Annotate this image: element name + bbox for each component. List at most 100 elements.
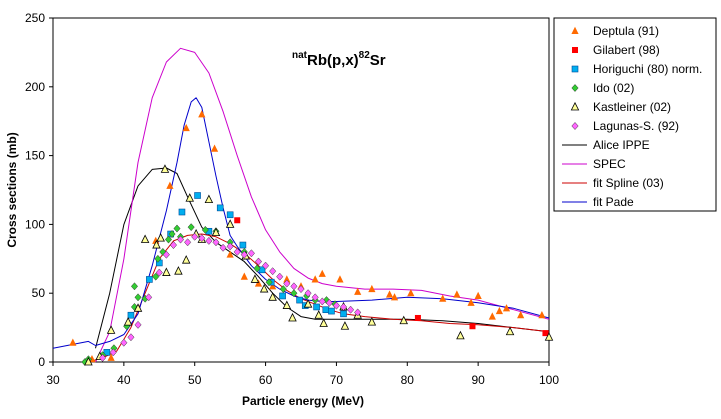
legend-entry: fit Pade [562,195,634,209]
legend-label: Alice IPPE [593,138,650,152]
deptula-91-point [283,275,291,283]
kastleiner-02-point [367,317,377,326]
lagunas-s-92-point [269,267,277,276]
lagunas-s-92-point [177,235,185,244]
kastleiner-02-point [156,233,165,242]
deptula-91-point [152,236,160,244]
kastleiner-02-point [106,325,116,334]
x-tick-label: 50 [188,373,202,387]
deptula-91-point [254,279,263,287]
deptula-91-point [198,110,206,118]
legend-entry: Kastleiner (02) [570,100,671,114]
lagunas-s-92-point [247,249,255,258]
deptula-91-point [474,291,482,299]
kastleiner-02-point [314,310,323,319]
lagunas-s-92-point [212,238,220,247]
ido-02-point [173,224,181,233]
kastleiner-02-point [399,315,408,325]
horiguchi-80-norm-point [313,303,320,311]
gilabert-98-point [414,314,421,321]
deptula-91-point [407,289,415,297]
lagunas-s-92-point [226,242,234,251]
gilabert-98-point [542,330,549,337]
legend-entry: Deptula (91) [571,24,659,38]
lagunas-s-92-point [233,247,241,256]
fit-pade-line [52,97,550,349]
kastleiner-02-point [140,234,150,243]
kastleiner-02-point [544,332,554,341]
title-suffix: Sr [370,52,386,69]
horiguchi-80-norm-point [322,306,330,314]
deptula-91-point [439,294,447,302]
horiguchi-80-norm-point [328,307,335,315]
ido-02-point [168,230,176,239]
deptula-91-point [495,306,503,315]
x-axis-tick-labels: 30 40 50 60 70 80 90 100 [46,373,559,387]
kastleiner-02-point [505,326,515,336]
legend-entry: Horiguchi (80) norm. [571,62,702,76]
lagunas-s-92-point [283,279,291,288]
horiguchi-80-norm-point [194,192,201,199]
lagunas-s-92-point [325,298,333,307]
x-axis-ticks [52,362,550,366]
title-superscript: 82 [359,50,371,61]
ido-02-point [279,285,287,294]
kastleiner-02-point [259,283,269,293]
deptula-91-point [467,298,475,306]
ido-02-point [201,225,209,234]
deptula-91-point [390,293,399,301]
horiguchi-80-norm-point [340,310,347,318]
lagunas-s-92-point [120,338,128,347]
deptula-91-point [210,144,219,152]
lagunas-s-92-point [169,241,177,250]
deptula-91-point [107,353,115,361]
lagunas-s-92-point [262,261,270,270]
legend-label: Gilabert (98) [593,43,660,57]
legend-entry: Lagunas-S. (92) [571,119,679,133]
kastleiner-02-point [123,317,133,326]
y-tick-label: 250 [25,11,45,25]
lagunas-s-92-point [311,293,319,302]
kastleiner-02-point [250,274,260,283]
kastleiner-02-point [160,164,170,173]
kastleiner-02-point [181,255,191,264]
legend-entry: Alice IPPE [562,138,650,152]
deptula-91-point [354,287,362,295]
spec-line [95,47,550,363]
deptula-91-point [385,290,394,298]
legend-entry: fit Spline (03) [562,176,664,190]
kastleiner-02-point [185,193,195,202]
deptula-91-point [318,269,326,277]
deptula-91-point [311,275,319,283]
x-tick-label: 90 [471,373,485,387]
lagunas-s-92-point [354,308,362,317]
ido-02-point [134,293,142,302]
lagunas-s-92-point [339,302,348,311]
lagunas-s-92-point [276,272,284,281]
horiguchi-80-norm-point [296,296,303,304]
horiguchi-80-norm-point [127,311,135,319]
kastleiner-02-point [174,266,183,275]
lagunas-s-92-point [198,234,206,243]
lagunas-s-92-point [205,236,213,245]
lagunas-s-92-point [297,285,305,294]
legend-swatch-marker [570,101,580,111]
kastleiner-02-point [288,312,297,322]
x-tick-label: 100 [539,373,559,387]
deptula-91-point [502,304,511,312]
legend-swatch-marker [571,122,579,130]
lagunas-s-92-point [240,250,248,259]
y-axis-tick-labels: 0 50 100 150 200 250 [25,11,45,369]
x-tick-label: 30 [46,373,60,387]
ido-02-point [152,272,160,281]
title-prefix-superscript: nat [292,50,308,61]
kastleiner-02-point [84,356,93,366]
plot-area-frame [52,17,550,363]
lagunas-s-92-point [191,232,199,241]
deptula-91-point [182,123,190,132]
title-main: Rb(p,x) [307,52,359,69]
horiguchi-80-norm-point [226,211,234,219]
legend-label: Kastleiner (02) [593,100,671,114]
alice-ippe-line [95,167,550,349]
x-tick-label: 80 [401,373,415,387]
